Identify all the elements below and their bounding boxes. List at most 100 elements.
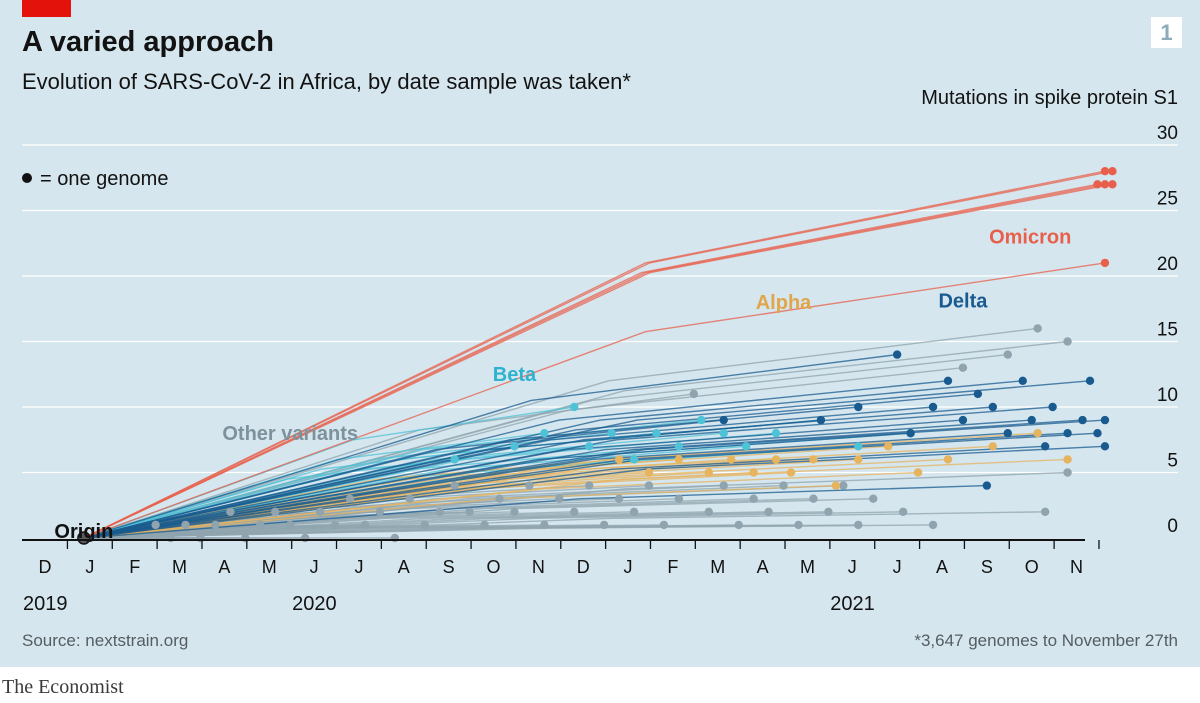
y-tick-label: 10 [1157, 385, 1178, 406]
x-tick-label: A [757, 557, 769, 577]
genome-point [913, 468, 923, 477]
genome-point [1093, 429, 1102, 438]
genome-point [607, 429, 616, 438]
genome-point [1063, 337, 1072, 346]
y-tick-label: 15 [1157, 320, 1178, 341]
genome-point [674, 455, 684, 464]
legend-label: = one genome [40, 168, 168, 190]
x-tick-label: J [310, 557, 319, 577]
genome-point [151, 520, 160, 530]
genome-point [1100, 258, 1110, 268]
genome-point [285, 520, 295, 530]
genome-point [794, 520, 803, 530]
genome-point [704, 468, 713, 477]
x-year-label: 2019 [23, 593, 68, 615]
genome-point [958, 415, 968, 425]
genome-point [375, 507, 385, 516]
genome-point [659, 520, 669, 530]
y-tick-label: 20 [1157, 254, 1178, 275]
genome-point [1100, 415, 1110, 425]
genome-point [697, 415, 706, 425]
x-tick-label: M [710, 557, 725, 577]
genome-point [1100, 167, 1110, 176]
x-axis: D J F M A M J J A S O N D J F M A M J J A S O N 2019 2020 2021 [22, 539, 1100, 615]
genome-point [1033, 324, 1042, 333]
genome-point [839, 481, 848, 490]
genome-point [674, 494, 684, 503]
genome-point [450, 455, 459, 464]
genome-point [480, 520, 489, 530]
lineage-line [83, 327, 1038, 539]
x-year-label: 2020 [292, 593, 337, 615]
genome-point [719, 481, 728, 490]
genome-point [1040, 442, 1050, 451]
genome-point [525, 481, 534, 490]
genome-point [1085, 376, 1095, 385]
lineage-line [83, 445, 1105, 539]
genome-point [345, 494, 355, 503]
genome-point [704, 507, 713, 516]
y-tick-label: 25 [1157, 189, 1178, 210]
genome-point [764, 507, 773, 516]
genome-point [674, 442, 684, 451]
genome-point [988, 402, 998, 412]
legend-dot-icon [22, 173, 32, 183]
x-tick-label: O [486, 557, 500, 577]
genome-point [1100, 442, 1110, 451]
lineage-line [83, 432, 1038, 539]
genome-point [570, 402, 579, 412]
genome-point [510, 507, 519, 516]
genome-point [614, 455, 624, 464]
genome-point [181, 520, 190, 530]
genome-point [465, 507, 474, 516]
lineage-line [83, 458, 1068, 539]
genome-point [809, 455, 818, 464]
genome-point [1033, 429, 1042, 438]
x-year-label: 2021 [830, 593, 875, 615]
x-tick-label: A [936, 557, 948, 577]
genome-point [779, 481, 788, 490]
y-tick-label: 5 [1167, 451, 1178, 472]
x-tick-label: M [800, 557, 815, 577]
genome-point [943, 455, 953, 464]
genome-point [271, 507, 280, 516]
genome-point [1018, 376, 1027, 385]
genome-point [898, 507, 908, 516]
genome-point [644, 468, 654, 477]
genome-point [1108, 180, 1117, 189]
chart-subtitle: Evolution of SARS-CoV-2 in Africa, by da… [22, 69, 631, 94]
genome-point [928, 520, 938, 530]
genome-point [973, 389, 983, 399]
genome-point [584, 442, 594, 451]
genome-point [540, 520, 549, 530]
lineage-line [83, 524, 934, 539]
genome-point [540, 429, 549, 438]
genome-point [570, 507, 579, 516]
annotation-label: Alpha [756, 292, 812, 314]
genome-point [629, 455, 639, 464]
y-tick-label: 30 [1157, 123, 1178, 144]
annotation-label: Other variants [222, 423, 358, 445]
x-tick-label: D [577, 557, 590, 577]
genome-point [315, 507, 325, 516]
genome-point [1003, 429, 1012, 438]
chart-title: A varied approach [22, 26, 274, 58]
genome-point [943, 376, 953, 385]
annotation-label: Delta [938, 290, 988, 312]
genome-point [330, 520, 340, 530]
genome-point [809, 494, 818, 503]
lineage-line [83, 380, 1091, 539]
publisher-brand: The Economist [2, 676, 124, 698]
genome-point [1063, 455, 1072, 464]
x-tick-label: N [1070, 557, 1083, 577]
genome-point [689, 389, 699, 399]
genome-point [854, 402, 863, 412]
chart-number-badge: 1 [1151, 17, 1182, 48]
genome-point [854, 455, 863, 464]
x-tick-label: S [443, 557, 455, 577]
genome-point [599, 520, 609, 530]
x-tick-label: M [262, 557, 277, 577]
x-tick-label: F [667, 557, 678, 577]
annotation-label: Origin [54, 521, 113, 543]
y-axis-ticks: 0 5 10 15 20 25 30 [1157, 123, 1178, 537]
